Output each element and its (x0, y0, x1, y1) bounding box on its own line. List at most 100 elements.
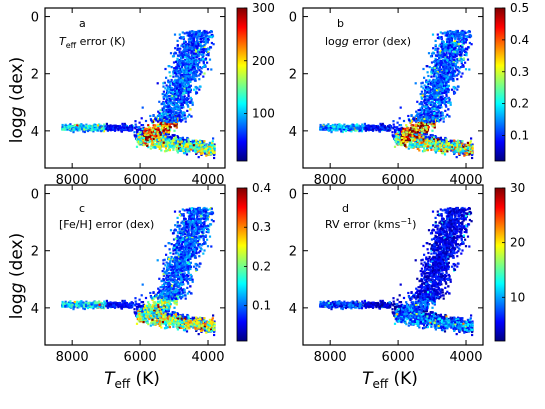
scatter-point (166, 126, 169, 129)
scatter-point (187, 52, 190, 56)
scatter-point (204, 64, 207, 67)
scatter-point (178, 94, 181, 97)
scatter-point (399, 142, 402, 145)
scatter-point (176, 54, 180, 57)
scatter-point (383, 126, 387, 129)
scatter-point (427, 95, 431, 98)
scatter-point (205, 53, 208, 56)
scatter-point (407, 137, 410, 140)
scatter-point (171, 140, 174, 143)
scatter-point (146, 137, 149, 140)
scatter-point (417, 139, 420, 142)
scatter-point (171, 122, 174, 125)
scatter-point (164, 135, 167, 138)
scatter-point (82, 124, 85, 127)
scatter-point (172, 145, 175, 149)
scatter-point (168, 147, 171, 150)
scatter-point (134, 120, 137, 123)
scatter-point (395, 139, 398, 142)
scatter-point (148, 127, 151, 130)
scatter-point (172, 81, 175, 84)
scatter-point (201, 145, 205, 148)
scatter-point (397, 143, 400, 146)
scatter-point (185, 63, 189, 66)
y-axis-label-top: logg (dex) (7, 57, 27, 143)
scatter-point (183, 32, 186, 35)
scatter-point (77, 127, 80, 130)
scatter-point (195, 50, 198, 53)
scatter-point (416, 143, 419, 146)
scatter-point (409, 121, 412, 124)
scatter-point (443, 150, 447, 153)
scatter-point (205, 39, 208, 42)
scatter-point (186, 145, 189, 148)
scatter-point (423, 147, 426, 150)
scatter-point (200, 58, 203, 61)
scatter-point (179, 109, 182, 112)
scatter-point (352, 127, 355, 131)
scatter-point (449, 141, 453, 144)
scatter-point (168, 97, 171, 100)
scatter-point (434, 140, 438, 143)
scatter-point (187, 34, 190, 37)
scatter-point (201, 151, 204, 154)
scatter-point (73, 123, 76, 127)
scatter-point (183, 114, 186, 117)
scatter-point (180, 102, 183, 105)
scatter-point (409, 133, 412, 137)
scatter-point (206, 41, 209, 44)
scatter-point (210, 153, 213, 156)
scatter-point (120, 130, 123, 133)
scatter-point (444, 137, 447, 140)
scatter-point (331, 128, 334, 132)
scatter-point (434, 119, 437, 122)
scatter-point (460, 146, 463, 149)
scatter-point (80, 123, 83, 126)
scatter-point (205, 151, 208, 154)
scatter-point (376, 126, 379, 129)
scatter-point (185, 77, 188, 80)
scatter-point (167, 87, 170, 90)
panel-label-a: a (79, 17, 86, 30)
scatter-point (172, 91, 175, 94)
scatter-point (158, 143, 161, 146)
scatter-point (330, 131, 333, 134)
scatter-point (396, 121, 399, 124)
scatter-point (185, 59, 188, 62)
scatter-point (169, 82, 172, 86)
scatter-point (187, 51, 190, 54)
scatter-point (443, 139, 446, 142)
scatter-point (426, 125, 429, 129)
scatter-point (157, 110, 160, 113)
scatter-point (190, 70, 193, 73)
scatter-point (105, 122, 108, 125)
scatter-point (162, 97, 165, 100)
scatter-point (191, 34, 194, 37)
scatter-point (340, 130, 343, 133)
scatter-point (180, 100, 183, 103)
scatter-point (196, 64, 199, 67)
scatter-point (175, 66, 178, 70)
scatter-point (141, 128, 144, 131)
scatter-point (424, 135, 427, 138)
scatter-point (321, 125, 324, 128)
scatter-point (190, 56, 193, 59)
scatter-point (395, 126, 398, 129)
scatter-point (160, 137, 163, 140)
scatter-point (178, 36, 181, 39)
scatter-point (189, 57, 192, 60)
scatter-point (165, 113, 168, 116)
scatter-point (179, 74, 182, 77)
scatter-point (157, 132, 160, 135)
scatter-point (61, 123, 64, 127)
scatter-point (184, 58, 187, 61)
scatter-point (414, 124, 418, 128)
scatter-point (417, 133, 420, 136)
scatter-point (191, 101, 194, 104)
scatter-point (72, 131, 75, 134)
scatter-point (432, 137, 436, 140)
scatter-point (190, 115, 193, 118)
scatter-point (130, 124, 133, 127)
scatter-point (136, 138, 140, 141)
scatter-point (168, 123, 171, 126)
